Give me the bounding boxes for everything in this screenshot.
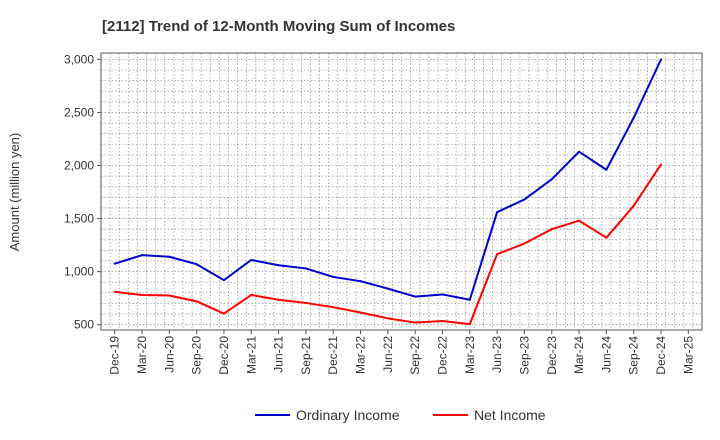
- data-point-net-income: [222, 312, 225, 315]
- x-tick-label: Mar-24: [572, 336, 586, 374]
- x-tick-label: Dec-20: [217, 336, 231, 375]
- data-point-net-income: [496, 253, 499, 256]
- data-point-net-income: [359, 311, 362, 314]
- y-tick-label: 2,000: [64, 158, 94, 172]
- x-tick-label: Mar-25: [681, 336, 695, 374]
- y-tick-label: 1,500: [64, 212, 94, 226]
- data-point-ordinary-income: [332, 275, 335, 278]
- data-point-net-income: [468, 323, 471, 326]
- x-tick-label: Dec-19: [108, 336, 122, 375]
- data-point-ordinary-income: [277, 264, 280, 267]
- data-point-ordinary-income: [222, 279, 225, 282]
- y-axis-label: Amount (million yen): [7, 133, 22, 252]
- data-point-net-income: [632, 204, 635, 207]
- x-tick-label: Sep-22: [408, 336, 422, 375]
- data-point-ordinary-income: [168, 255, 171, 258]
- data-point-ordinary-income: [113, 262, 116, 265]
- legend: Ordinary Income Net Income: [255, 407, 546, 423]
- x-tick-label: Jun-21: [272, 336, 286, 373]
- x-tick-label: Dec-21: [326, 336, 340, 375]
- x-tick-label: Sep-21: [299, 336, 313, 375]
- data-point-net-income: [140, 293, 143, 296]
- data-point-net-income: [578, 219, 581, 222]
- x-tick-label: Mar-20: [135, 336, 149, 374]
- data-point-ordinary-income: [304, 267, 307, 270]
- y-tick-label: 1,000: [64, 265, 94, 279]
- series-line-net-income: [114, 163, 662, 326]
- y-tick-labels: 500 1,000 1,500 2,000 2,500 3,000: [64, 52, 101, 332]
- data-point-net-income: [386, 317, 389, 320]
- data-point-ordinary-income: [523, 198, 526, 201]
- data-point-ordinary-income: [359, 280, 362, 283]
- data-point-ordinary-income: [468, 298, 471, 301]
- data-point-net-income: [250, 293, 253, 296]
- data-point-net-income: [441, 319, 444, 322]
- series-layer: [113, 58, 663, 326]
- data-point-ordinary-income: [441, 293, 444, 296]
- x-tick-label: Dec-22: [435, 336, 449, 375]
- y-tick-label: 2,500: [64, 105, 94, 119]
- data-point-net-income: [550, 228, 553, 231]
- data-point-ordinary-income: [496, 211, 499, 214]
- x-tick-label: Dec-23: [545, 336, 559, 375]
- data-point-net-income: [605, 236, 608, 239]
- data-point-net-income: [660, 163, 663, 166]
- data-point-ordinary-income: [550, 178, 553, 181]
- legend-label-net-income: Net Income: [474, 407, 546, 423]
- x-tick-label: Jun-24: [599, 336, 613, 373]
- x-tick-label: Jun-23: [490, 336, 504, 373]
- data-point-ordinary-income: [660, 58, 663, 61]
- plot-frame: [100, 52, 703, 331]
- data-point-ordinary-income: [605, 168, 608, 171]
- x-tick-label: Jun-20: [162, 336, 176, 373]
- data-point-net-income: [414, 321, 417, 324]
- x-tick-labels: Dec-19 Mar-20 Jun-20 Sep-20 Dec-20 Mar-21 Jun-…: [108, 330, 695, 375]
- data-point-net-income: [195, 300, 198, 303]
- data-point-net-income: [523, 242, 526, 245]
- data-point-ordinary-income: [632, 116, 635, 119]
- x-tick-label: Dec-24: [654, 336, 668, 375]
- data-point-ordinary-income: [250, 258, 253, 261]
- data-point-ordinary-income: [386, 287, 389, 290]
- x-tick-label: Sep-24: [627, 336, 641, 375]
- data-point-ordinary-income: [578, 150, 581, 153]
- data-point-net-income: [168, 294, 171, 297]
- x-tick-label: Sep-23: [517, 336, 531, 375]
- data-point-net-income: [277, 298, 280, 301]
- x-tick-label: Mar-21: [244, 336, 258, 374]
- chart-title: [2112] Trend of 12-Month Moving Sum of I…: [102, 18, 455, 35]
- y-tick-label: 3,000: [64, 52, 94, 66]
- legend-label-ordinary-income: Ordinary Income: [296, 407, 400, 423]
- data-point-ordinary-income: [140, 254, 143, 257]
- x-tick-label: Mar-22: [354, 336, 368, 374]
- data-point-net-income: [332, 306, 335, 309]
- grid-layer: [101, 53, 702, 330]
- x-tick-label: Mar-23: [463, 336, 477, 374]
- data-point-net-income: [113, 290, 116, 293]
- x-tick-label: Sep-20: [190, 336, 204, 375]
- data-point-ordinary-income: [195, 263, 198, 266]
- y-tick-label: 500: [74, 318, 94, 332]
- data-point-net-income: [304, 301, 307, 304]
- data-point-ordinary-income: [414, 295, 417, 298]
- x-tick-label: Jun-22: [381, 336, 395, 373]
